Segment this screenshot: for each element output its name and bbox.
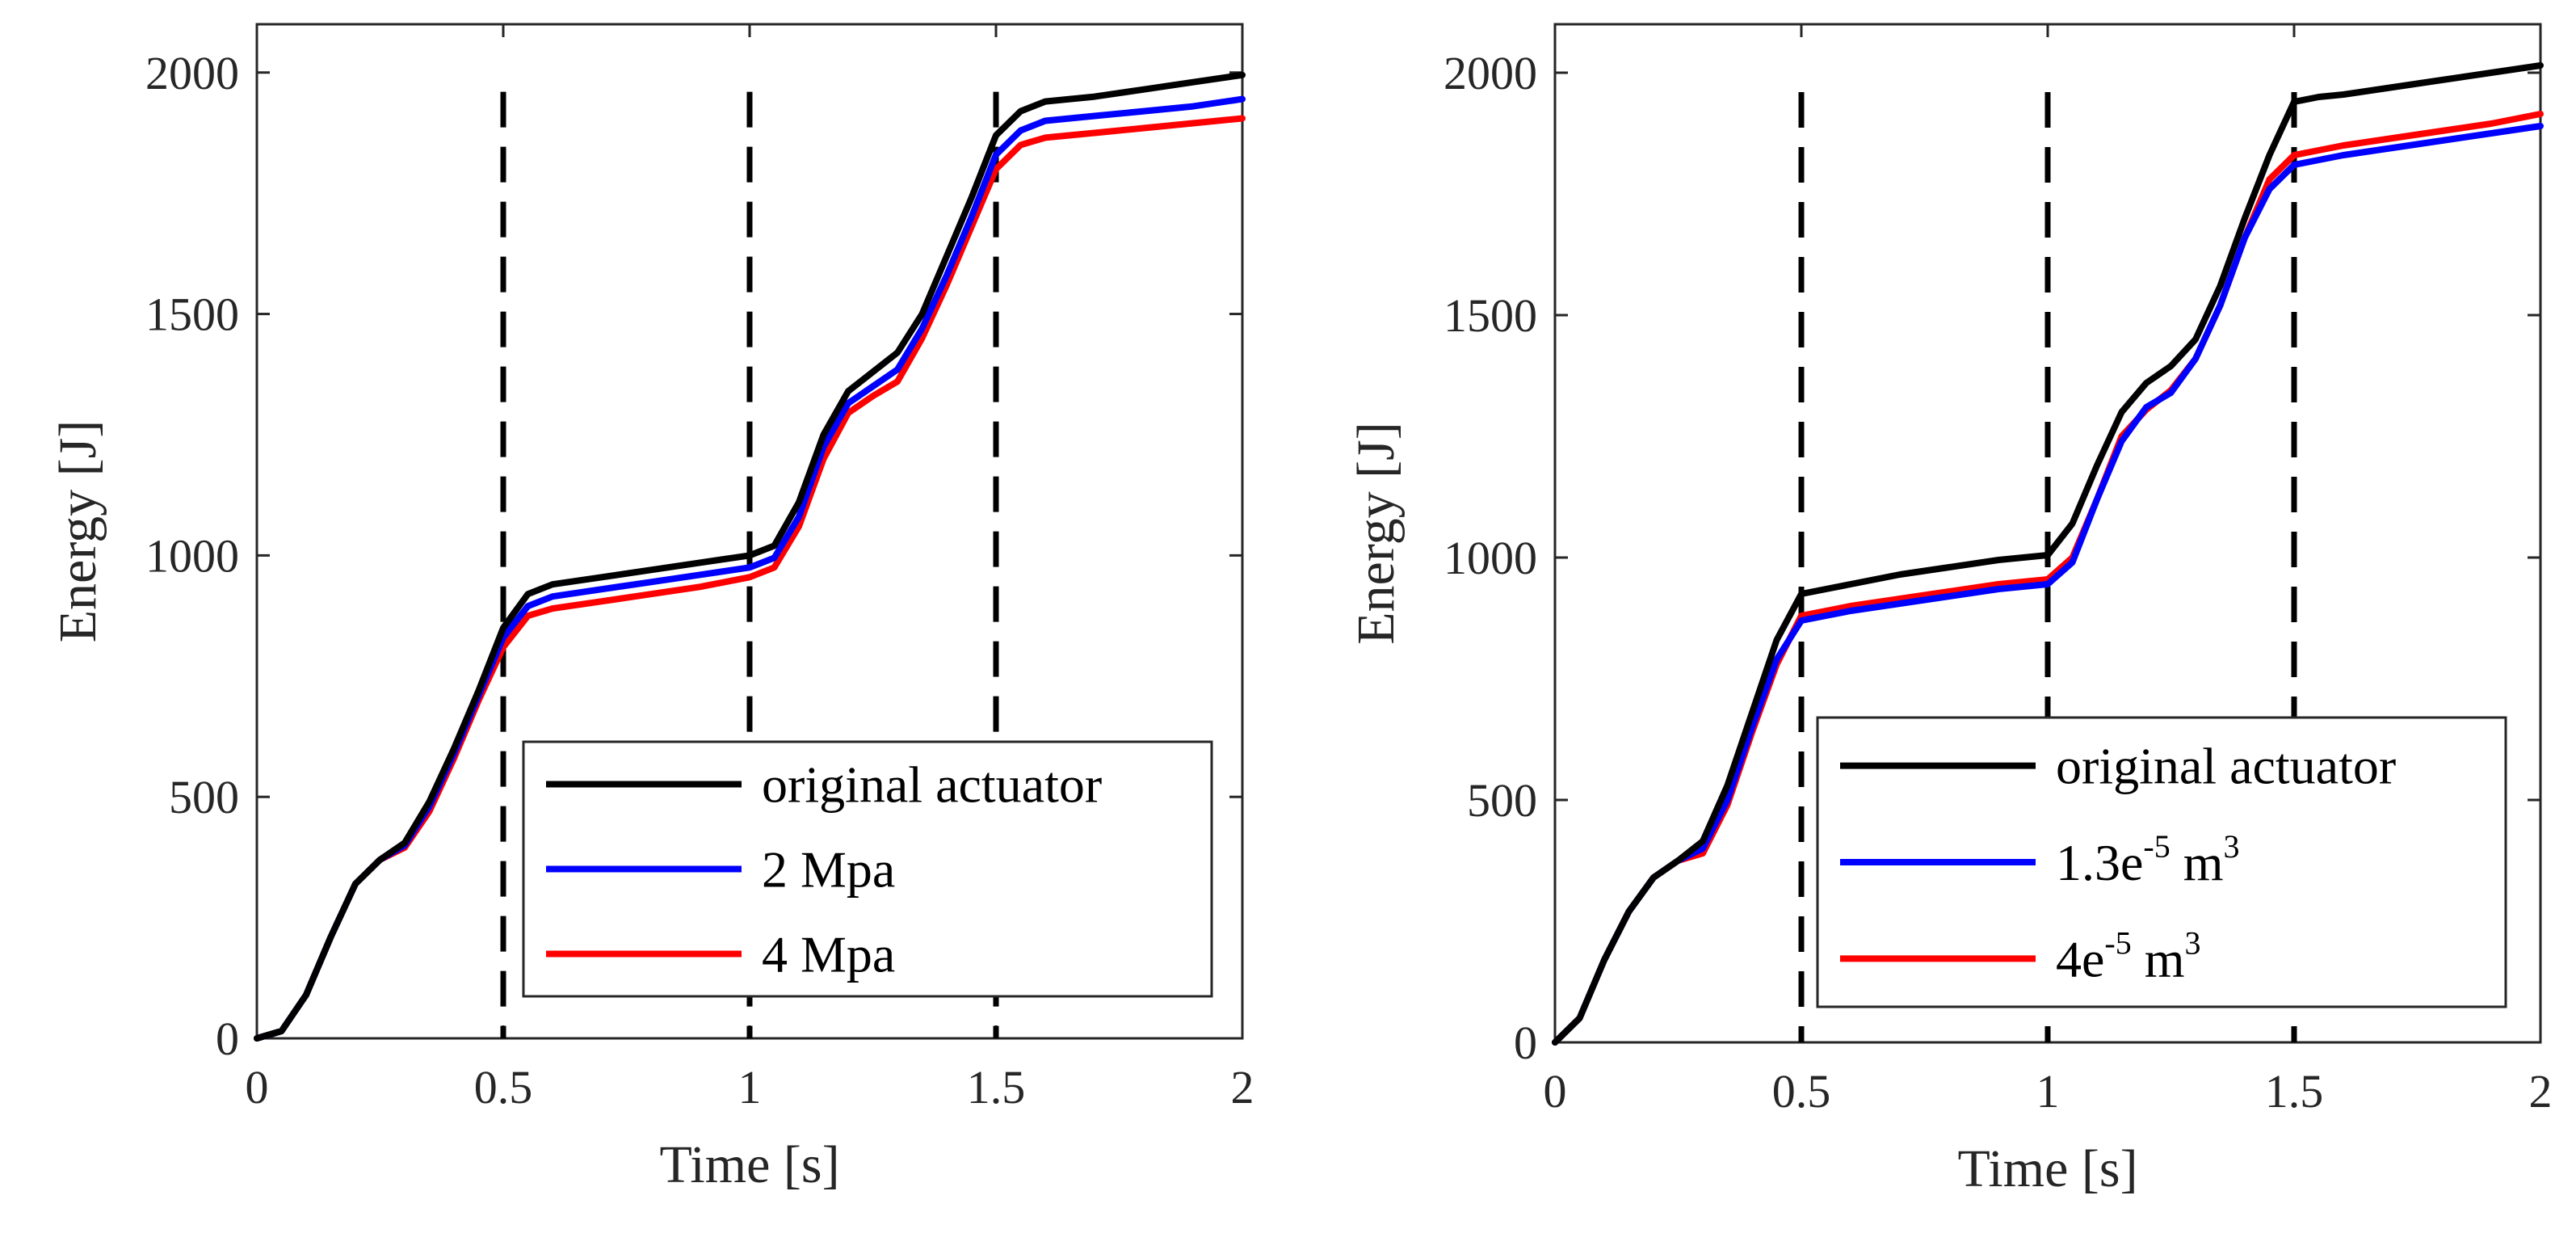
left-chart-panel: 0 0.5 1 1.5 2 0 500 1000 1500 2000 Time [s] Energy … [48,23,1254,1194]
y-axis-title: Energy [J] [48,420,107,643]
legend-label: original actuator [762,756,1102,814]
y-tick-label: 0 [216,1012,239,1065]
y-tick-label: 0 [1514,1017,1537,1069]
x-tick-label: 1.5 [967,1061,1026,1113]
right-chart-panel: 0 0.5 1 1.5 2 0 500 1000 1500 2000 Time [s] Energy … [1347,23,2553,1198]
x-tick-label: 2 [2529,1065,2553,1118]
y-tick-label: 500 [169,771,239,823]
legend-label: 1.3e-5 m3 [2056,828,2240,891]
legend-label: 2 Mpa [762,841,895,899]
x-axis-title: Time [s] [659,1135,839,1194]
y-tick-label: 1500 [145,288,239,341]
y-tick-label: 2000 [145,47,239,99]
y-tick-label: 1000 [145,529,239,582]
y-tick-label: 2000 [1443,47,1537,99]
series-line-original [1552,62,2544,1046]
y-tick-label: 1500 [1443,289,1537,342]
x-tick-label: 2 [1231,1061,1254,1113]
legend-label: original actuator [2056,738,2396,795]
x-tick-label: 0.5 [474,1061,533,1113]
x-tick-label: 1 [738,1061,762,1113]
x-tick-label: 1 [2036,1065,2060,1118]
x-tick-label: 1.5 [2265,1065,2324,1118]
x-tick-label: 0 [246,1061,269,1113]
legend-label: 4e-5 m3 [2056,924,2201,987]
x-axis-title: Time [s] [1957,1139,2137,1198]
y-axis-title: Energy [J] [1347,422,1406,645]
legend-label: 4 Mpa [762,926,895,983]
series-line-original [254,71,1246,1042]
x-tick-label: 0.5 [1772,1065,1831,1118]
y-tick-label: 500 [1467,774,1537,827]
x-tick-label: 0 [1544,1065,1567,1118]
y-tick-label: 1000 [1443,532,1537,584]
